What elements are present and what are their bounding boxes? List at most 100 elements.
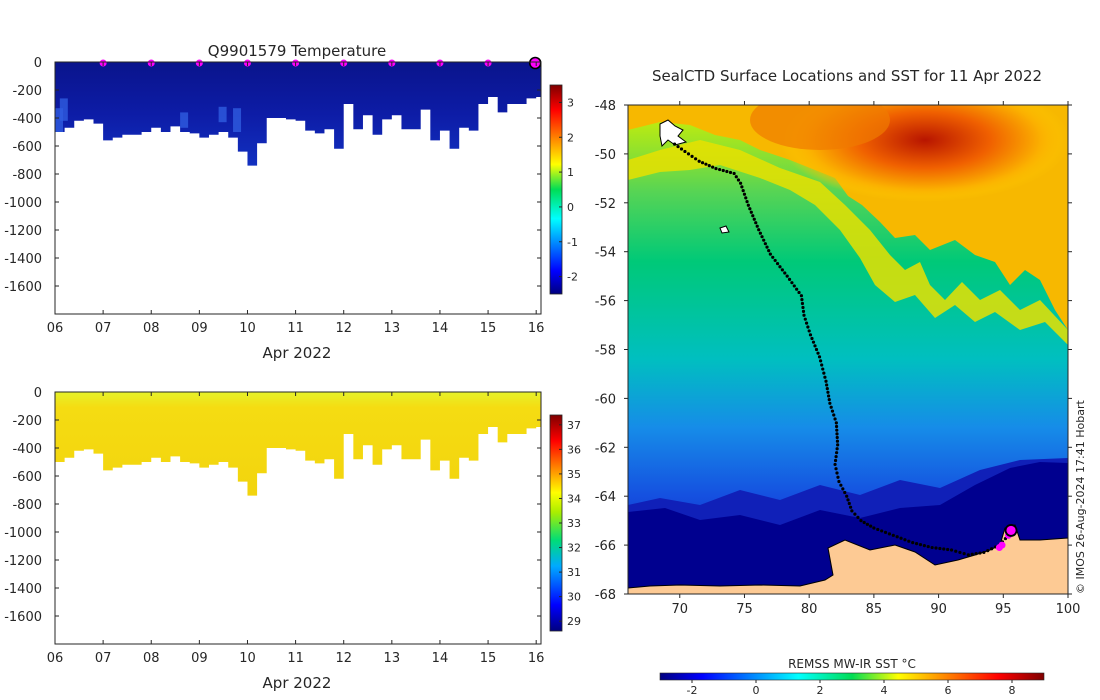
track-point (911, 541, 915, 545)
map-x-tick-label: 80 (801, 602, 818, 617)
track-point (775, 261, 780, 266)
x-tick-label: 14 (432, 651, 449, 666)
track-point (758, 231, 762, 235)
track-point (803, 317, 807, 321)
map-x-tick-label: 90 (930, 602, 947, 617)
y-tick-label: -1400 (4, 252, 42, 267)
y-tick-label: -1400 (4, 582, 42, 597)
track-point (780, 268, 784, 272)
track-point (835, 447, 839, 451)
track-point (690, 154, 694, 158)
track-point (679, 147, 684, 151)
track-point (835, 428, 839, 432)
track-point (694, 157, 698, 161)
track-point (721, 168, 725, 173)
colorbar-tick-label: -2 (567, 271, 578, 284)
colorbar-tick-label: 32 (567, 542, 581, 555)
map-y-tick-label: -48 (595, 99, 616, 114)
track-point (839, 483, 843, 487)
track-point (883, 530, 888, 534)
y-tick-label: -200 (12, 84, 42, 99)
warm-intrusion (180, 112, 189, 128)
track-point (762, 238, 766, 242)
track-point (734, 175, 738, 179)
colorbar-tick-label: 29 (567, 615, 581, 628)
track-point (880, 529, 884, 533)
imos-credit: © IMOS 26-Aug-2024 17:41 Hobart (1074, 400, 1087, 594)
warm-intrusion (55, 108, 63, 132)
x-tick-label: 12 (335, 651, 352, 666)
track-point (903, 538, 907, 542)
track-point (829, 405, 833, 409)
x-tick-label: 06 (47, 651, 64, 666)
y-tick-label: -1000 (4, 526, 42, 541)
y-tick-label: -800 (12, 168, 42, 183)
map-x-tick-label: 95 (995, 602, 1012, 617)
track-point (982, 550, 986, 555)
track-point (704, 162, 708, 166)
map-y-tick-label: -56 (595, 295, 616, 310)
track-point (718, 167, 722, 172)
track-point (740, 185, 744, 189)
track-point (978, 551, 982, 555)
track-point (837, 479, 841, 484)
sst-colorbar-tick-label: 8 (1009, 684, 1016, 697)
sst-map-panel: SealCTD Surface Locations and SST for 11… (595, 67, 1087, 697)
map-title: SealCTD Surface Locations and SST for 11… (652, 67, 1042, 85)
track-point (869, 524, 873, 528)
track-point (907, 539, 911, 543)
track-point (768, 252, 772, 256)
track-point (942, 547, 946, 551)
track-point (833, 458, 838, 463)
track-point (830, 409, 835, 413)
sst-colorbar-tick-label: 4 (881, 684, 888, 697)
x-tick-label: 11 (287, 321, 304, 336)
track-point (760, 235, 764, 239)
warm-intrusion (59, 98, 68, 121)
track-point (802, 313, 806, 317)
track-point (714, 166, 718, 171)
track-point (787, 277, 792, 282)
temperature-section-fill (55, 62, 541, 166)
colorbar-tick-label: 35 (567, 468, 581, 481)
y-tick-label: -1200 (4, 224, 42, 239)
track-point (895, 535, 899, 539)
track-point (808, 333, 813, 337)
track-point (828, 401, 832, 405)
track-point (778, 265, 782, 269)
track-point (790, 281, 794, 285)
track-point (821, 367, 825, 371)
y-tick-label: -400 (12, 442, 42, 457)
track-point (856, 515, 860, 519)
track-point (765, 245, 769, 249)
track-point (834, 424, 839, 429)
track-point (966, 553, 970, 557)
track-point (773, 258, 777, 263)
y-tick-label: -1000 (4, 196, 42, 211)
x-tick-label: 07 (95, 651, 112, 666)
map-y-tick-label: -50 (595, 148, 616, 163)
track-point (918, 543, 923, 547)
map-y-tick-label: -58 (595, 344, 616, 359)
track-point (836, 443, 840, 447)
track-point (872, 526, 876, 530)
track-point (827, 398, 831, 402)
track-point (833, 417, 837, 421)
track-point (676, 144, 680, 149)
map-y-tick-label: -60 (595, 392, 616, 407)
sst-colorbar-tick-label: 6 (945, 684, 952, 697)
colorbar-tick-label: 37 (567, 419, 581, 432)
y-tick-label: -1600 (4, 280, 42, 295)
track-point (801, 305, 805, 310)
track-point (846, 498, 850, 502)
temperature-panel: Q9901579 Temperature 06 07 08 09 10 11 12 13 14 1… (4, 42, 578, 362)
warm-intrusion (233, 108, 242, 132)
track-point (757, 228, 761, 232)
track-point (825, 387, 829, 391)
track-point (800, 298, 804, 302)
y-tick-label: -800 (12, 498, 42, 513)
seal-track (672, 142, 1008, 557)
colorbar-tick-label: 0 (567, 201, 574, 214)
track-point (814, 347, 819, 352)
